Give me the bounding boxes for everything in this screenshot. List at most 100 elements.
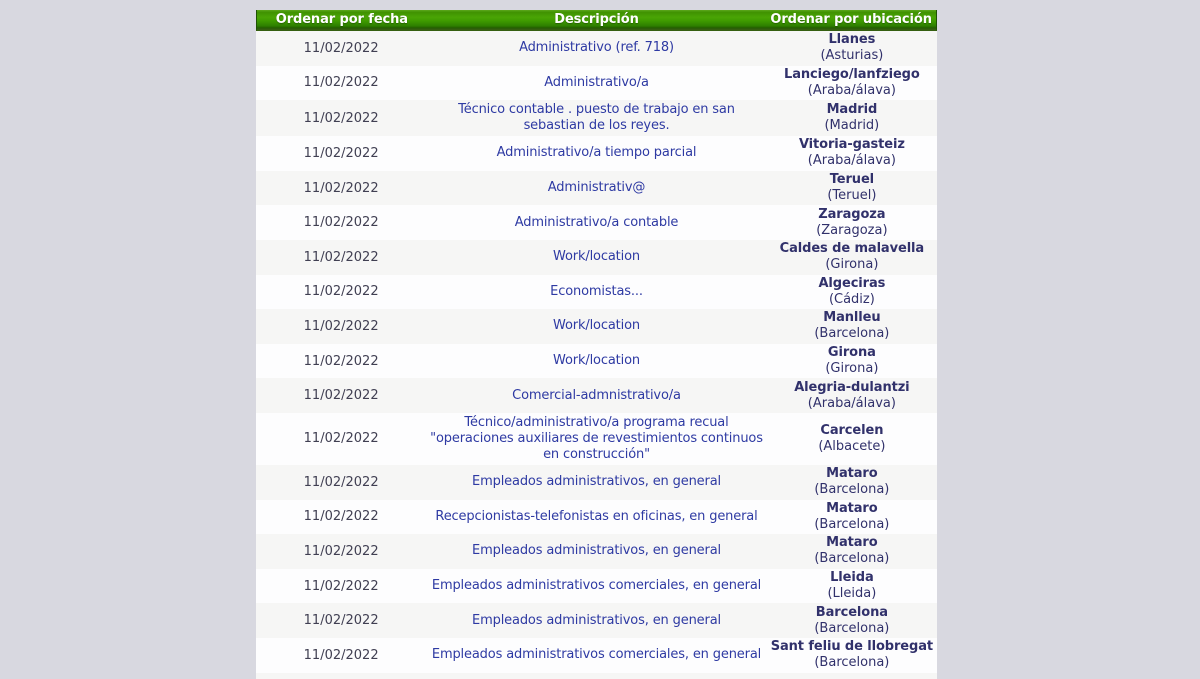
location-province: (Barcelona) bbox=[814, 326, 890, 342]
job-description-link[interactable]: Técnico contable . puesto de trabajo en … bbox=[458, 102, 735, 134]
location-province: (Madrid) bbox=[824, 118, 880, 134]
description-cell: Administrativ@ bbox=[426, 171, 767, 206]
job-description-link[interactable]: Work/location bbox=[553, 318, 640, 334]
sort-by-date-header[interactable]: Ordenar por fecha bbox=[275, 12, 408, 27]
location-city: Teruel bbox=[829, 172, 875, 188]
job-description-link[interactable]: Empleados administrativos comerciales, e… bbox=[431, 647, 762, 663]
location-province: (Zaragoza) bbox=[816, 222, 888, 238]
location-cell: Girona (Girona) bbox=[767, 344, 937, 379]
location-province: (Girona) bbox=[825, 257, 879, 273]
date-cell: 11/02/2022 bbox=[303, 388, 379, 404]
location-city: Manlleu bbox=[823, 310, 881, 326]
location-cell: Sant feliu de llobregat (Barcelona) bbox=[767, 638, 937, 673]
job-description-link[interactable]: Técnico/administrativo/a programa recual… bbox=[430, 414, 763, 462]
location-cell: Mataro (Barcelona) bbox=[767, 465, 937, 500]
date-cell: 11/02/2022 bbox=[303, 318, 379, 334]
table-header: Ordenar por fecha Descripción Ordenar po… bbox=[256, 10, 937, 31]
description-cell: Empleados administrativos comerciales, e… bbox=[426, 569, 767, 604]
location-cell: Alegria-dulantzi (Araba/álava) bbox=[767, 378, 937, 413]
description-header[interactable]: Descripción bbox=[554, 12, 639, 27]
location-cell: Manlleu (Barcelona) bbox=[767, 309, 937, 344]
job-description-link[interactable]: Administrativo/a tiempo parcial bbox=[496, 145, 697, 161]
job-description-link[interactable]: Empleados administrativos, en general bbox=[472, 612, 721, 628]
job-description-link[interactable]: Economistas... bbox=[550, 283, 643, 299]
table-row: 11/02/2022 Técnico contable . puesto de … bbox=[256, 100, 937, 137]
location-city: Girona bbox=[827, 345, 876, 361]
table-row: 11/02/2022 Work/location Caldes de malav… bbox=[256, 239, 937, 275]
table-row: 11/02/2022 Administrativ@ Teruel (Teruel… bbox=[256, 170, 937, 206]
table-row: 11/02/2022 Administrativo/a contable Zar… bbox=[256, 205, 937, 240]
location-city: Lleida bbox=[830, 570, 874, 586]
date-cell: 11/02/2022 bbox=[303, 353, 379, 369]
table-row: 11/02/2022 Administrativo (ref. 718) Lla… bbox=[256, 31, 937, 66]
location-city: Carcelen bbox=[820, 422, 884, 438]
date-cell: 11/02/2022 bbox=[303, 613, 379, 629]
job-description-link[interactable]: Recepcionistas-telefonistas en oficinas,… bbox=[435, 508, 758, 524]
description-cell: Empleados administrativos, en general bbox=[426, 465, 767, 500]
table-row: 11/02/2022 Work/location Manlleu (Barcel… bbox=[256, 309, 937, 344]
location-province: (Araba/álava) bbox=[807, 153, 896, 169]
job-description-link[interactable]: Administrativo/a contable bbox=[514, 214, 679, 230]
table-row: 11/02/2022 Empleados administrativos com… bbox=[256, 568, 937, 604]
location-city: Alegria-dulantzi bbox=[794, 379, 910, 395]
location-city: Lanciego/lanfziego bbox=[784, 66, 920, 82]
date-cell: 11/02/2022 bbox=[303, 75, 379, 91]
location-cell: Llanes (Asturias) bbox=[767, 31, 937, 66]
description-cell: Work/location bbox=[426, 344, 767, 379]
date-cell: 11/02/2022 bbox=[303, 180, 379, 196]
description-cell: Administrativo/a tiempo parcial bbox=[426, 136, 767, 171]
location-city: Caldes de malavella bbox=[779, 241, 925, 257]
date-cell: 11/02/2022 bbox=[303, 145, 379, 161]
job-description-link[interactable]: Comercial-admnistrativo/a bbox=[512, 387, 681, 403]
job-description-link[interactable]: Work/location bbox=[553, 249, 640, 265]
location-cell: Mataro (Barcelona) bbox=[767, 500, 937, 535]
job-description-link[interactable]: Administrativ@ bbox=[547, 180, 646, 196]
table-row: 11/02/2022 Administrativo/a Lanciego/lan… bbox=[256, 65, 937, 101]
table-row: 11/02/2022 Empleados administrativos, en… bbox=[256, 534, 937, 569]
location-city: Mataro bbox=[826, 466, 878, 482]
location-cell: Lleida (Lleida) bbox=[767, 569, 937, 604]
description-cell: Técnico/administrativo/a programa recual… bbox=[426, 413, 767, 465]
location-city: Vitoria-gasteiz bbox=[798, 137, 905, 153]
job-description-link[interactable]: Work/location bbox=[553, 353, 640, 369]
location-province: (Lleida) bbox=[827, 586, 877, 602]
table-row: 11/02/2022 Work/location Girona (Girona) bbox=[256, 343, 937, 379]
table-row: 11/02/2022 Empleados administrativos com… bbox=[256, 637, 937, 673]
location-cell: Caldes de malavella (Girona) bbox=[767, 240, 937, 275]
table-row: 11/02/2022 Empleados administrativos, en… bbox=[256, 464, 937, 500]
date-cell: 11/02/2022 bbox=[303, 249, 379, 265]
description-cell: Work/location bbox=[426, 309, 767, 344]
description-cell: Comercial-admnistrativo/a bbox=[426, 378, 767, 413]
description-cell: Work/location bbox=[426, 240, 767, 275]
description-cell: Empleados administrativos comerciales, e… bbox=[426, 638, 767, 673]
location-province: (Barcelona) bbox=[814, 620, 890, 636]
date-cell: 11/02/2022 bbox=[303, 110, 379, 126]
location-cell: Barcelona (Barcelona) bbox=[767, 603, 937, 638]
location-province: (Asturias) bbox=[820, 48, 884, 64]
location-cell: Algeciras (Cádiz) bbox=[767, 275, 937, 310]
description-cell: Empleados administrativos, en general bbox=[426, 603, 767, 638]
location-cell: Lanciego/lanfziego (Araba/álava) bbox=[767, 66, 937, 101]
sort-by-location-header[interactable]: Ordenar por ubicación bbox=[770, 12, 932, 27]
date-cell: 11/02/2022 bbox=[303, 543, 379, 559]
job-description-link[interactable]: Empleados administrativos, en general bbox=[472, 543, 721, 559]
description-cell: Técnico contable . puesto de trabajo en … bbox=[426, 100, 767, 136]
description-cell: Administrativo/a contable bbox=[426, 205, 767, 240]
job-description-link[interactable]: Administrativo/a bbox=[544, 74, 649, 90]
location-province: (Cádiz) bbox=[828, 291, 875, 307]
table-row: 11/02/2022 Empleados administrativos, en… bbox=[256, 603, 937, 638]
location-city: Madrid bbox=[826, 102, 878, 118]
job-description-link[interactable]: Administrativo (ref. 718) bbox=[519, 40, 674, 56]
date-cell: 11/02/2022 bbox=[303, 40, 379, 56]
date-cell: 11/02/2022 bbox=[303, 215, 379, 231]
date-cell: 11/02/2022 bbox=[303, 509, 379, 525]
location-cell: Madrid (Madrid) bbox=[767, 100, 937, 136]
date-cell: 11/02/2022 bbox=[303, 647, 379, 663]
location-cell: Carcelen (Albacete) bbox=[767, 413, 937, 465]
location-cell: Vitoria-gasteiz (Araba/álava) bbox=[767, 136, 937, 171]
table-row: 11/02/2022 Comercial-admnistrativo/a Ale… bbox=[256, 378, 937, 413]
job-description-link[interactable]: Empleados administrativos, en general bbox=[472, 474, 721, 490]
description-cell: Recepcionistas-telefonistas en oficinas,… bbox=[426, 500, 767, 535]
location-cell: Zaragoza (Zaragoza) bbox=[767, 205, 937, 240]
job-description-link[interactable]: Empleados administrativos comerciales, e… bbox=[431, 578, 762, 594]
